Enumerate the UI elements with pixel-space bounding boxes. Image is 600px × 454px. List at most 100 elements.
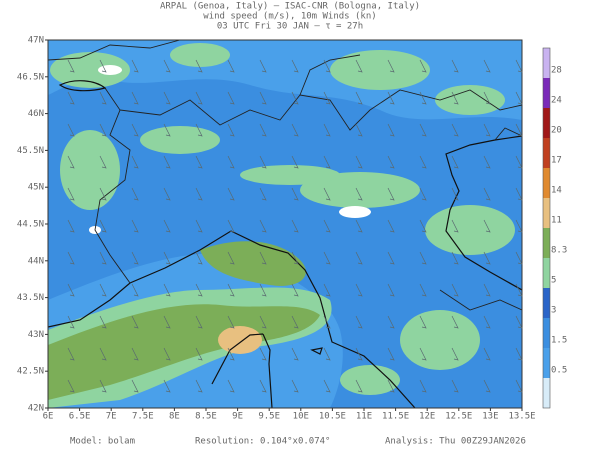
wind-barb <box>131 283 139 297</box>
wind-barb <box>163 59 171 73</box>
wind-barb <box>291 187 299 201</box>
wind-barb <box>323 123 331 137</box>
wind-barb <box>99 155 107 169</box>
wind-barb <box>291 251 299 265</box>
x-tick-label: 12.5E <box>445 412 472 422</box>
wind-barb <box>99 91 107 105</box>
wind-barb <box>451 251 459 265</box>
wind-barb <box>227 379 235 393</box>
wind-barb <box>259 123 267 137</box>
wind-barb <box>227 91 235 105</box>
wind-barb <box>419 187 427 201</box>
wind-barb <box>195 123 203 137</box>
wind-barb <box>99 123 107 137</box>
y-tick-label: 45N <box>28 183 44 193</box>
wind-barb <box>195 347 203 361</box>
wind-barb <box>515 187 523 201</box>
wind-barb <box>163 219 171 233</box>
wind-barb <box>291 123 299 137</box>
wind-barb <box>355 59 363 73</box>
wind-barb <box>323 59 331 73</box>
y-tick-label: 43N <box>28 330 44 340</box>
wind-barb <box>131 251 139 265</box>
wind-barb <box>67 219 75 233</box>
wind-barb <box>355 379 363 393</box>
wind-barb <box>323 219 331 233</box>
wind-barb <box>483 379 491 393</box>
wind-barb <box>131 379 139 393</box>
footer-analysis: Analysis: Thu 00Z29JAN2026 <box>385 437 526 447</box>
wind-barb <box>291 347 299 361</box>
y-tick-label: 44N <box>28 256 44 266</box>
wind-barb <box>291 379 299 393</box>
wind-barb <box>259 283 267 297</box>
wind-barb <box>387 251 395 265</box>
wind-barb <box>355 219 363 233</box>
x-tick-label: 6E <box>43 412 54 422</box>
wind-barb <box>355 283 363 297</box>
colorbar-label: 0.5 <box>551 366 567 376</box>
wind-barb <box>483 187 491 201</box>
wind-barb <box>99 379 107 393</box>
wind-barb <box>451 59 459 73</box>
wind-barb <box>451 347 459 361</box>
wind-barb <box>259 219 267 233</box>
wind-barb <box>99 283 107 297</box>
map-area <box>47 39 523 409</box>
wind-barb <box>419 347 427 361</box>
x-tick-label: 6.5E <box>69 412 91 422</box>
colorbar-label: 8.3 <box>551 246 567 256</box>
wind-barb <box>387 379 395 393</box>
wind-barb <box>131 219 139 233</box>
wind-barb <box>515 91 523 105</box>
wind-barb <box>163 379 171 393</box>
wind-barb <box>419 155 427 169</box>
wind-barb <box>163 283 171 297</box>
x-tick-label: 10E <box>293 412 309 422</box>
wind-barb <box>259 379 267 393</box>
wind-barb <box>451 283 459 297</box>
wind-barb <box>323 187 331 201</box>
wind-barb <box>419 59 427 73</box>
wind-barb <box>419 123 427 137</box>
wind-barb <box>323 347 331 361</box>
wind-barb <box>195 219 203 233</box>
wind-barb <box>355 251 363 265</box>
wind-barb <box>195 251 203 265</box>
wind-barb <box>131 59 139 73</box>
colorbar-label: 28 <box>551 66 562 76</box>
x-tick-label: 10.5E <box>319 412 346 422</box>
wind-barb <box>131 315 139 329</box>
y-tick-label: 45.5N <box>17 146 44 156</box>
wind-barb <box>355 91 363 105</box>
wind-barb <box>323 91 331 105</box>
wind-barb <box>227 251 235 265</box>
x-tick-label: 9.5E <box>258 412 280 422</box>
wind-barb <box>451 91 459 105</box>
wind-barb <box>355 347 363 361</box>
wind-barb <box>419 315 427 329</box>
wind-barb <box>451 219 459 233</box>
colorbar-label: 24 <box>551 96 562 106</box>
wind-barb <box>259 251 267 265</box>
wind-barb <box>515 59 523 73</box>
wind-barb <box>227 123 235 137</box>
wind-barb <box>291 315 299 329</box>
wind-barb <box>483 155 491 169</box>
x-tick-label: 8.5E <box>195 412 217 422</box>
wind-barb <box>67 155 75 169</box>
x-tick-label: 13.5E <box>508 412 535 422</box>
wind-barb <box>67 379 75 393</box>
wind-barb <box>483 315 491 329</box>
wind-barb <box>483 123 491 137</box>
x-tick-label: 11.5E <box>382 412 409 422</box>
wind-barb <box>67 251 75 265</box>
wind-barb <box>483 347 491 361</box>
wind-barb <box>419 379 427 393</box>
footer-resolution: Resolution: 0.104°x0.074° <box>195 437 330 447</box>
wind-barb <box>195 315 203 329</box>
wind-barb <box>67 315 75 329</box>
colorbar-label: 1.5 <box>551 336 567 346</box>
y-tick-label: 47N <box>28 36 44 46</box>
